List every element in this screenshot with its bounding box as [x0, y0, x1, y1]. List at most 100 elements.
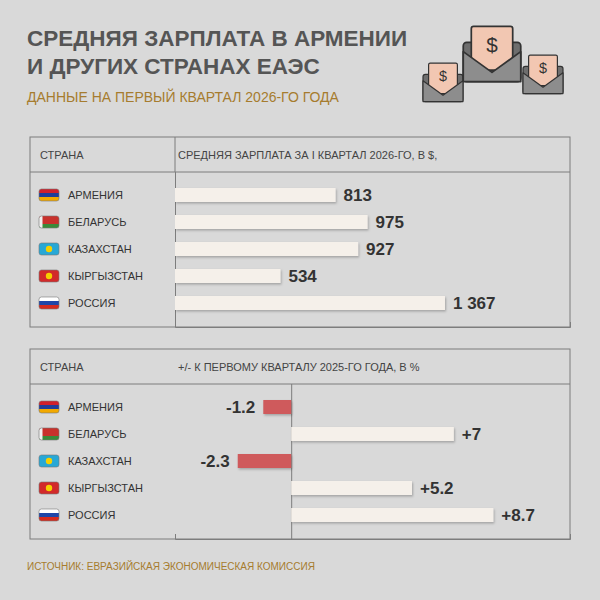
- x-axis-line: [176, 534, 571, 540]
- flag-stripe: [39, 409, 59, 413]
- flag-strip: [39, 216, 43, 228]
- bars: [238, 400, 494, 522]
- flag-icon: [39, 297, 59, 309]
- column-head: СТРАНА: [40, 149, 84, 161]
- flag-stripe: [39, 401, 59, 405]
- flag-border: [39, 189, 59, 201]
- flag-field: [39, 455, 59, 467]
- flag-stripe: [39, 297, 59, 301]
- category-labels: АРМЕНИЯБЕЛАРУСЬКАЗАХСТАНКЫРГЫЗСТАНРОССИЯ: [39, 189, 143, 309]
- flag-stripe: [39, 189, 59, 193]
- category-label: КЫРГЫЗСТАН: [68, 270, 143, 282]
- icon-symbol: $: [539, 60, 547, 76]
- flag-body: [39, 455, 59, 467]
- envelope-icon: $: [523, 55, 563, 93]
- bar: [175, 242, 358, 256]
- panel-frame: [30, 349, 570, 539]
- flag-border: [39, 482, 59, 494]
- flag-border: [39, 455, 59, 467]
- flag-body: [39, 509, 59, 521]
- flag-body: [39, 270, 59, 282]
- flag-icon: [39, 509, 59, 521]
- title-line: И ДРУГИХ СТРАНАХ ЕАЭС: [27, 54, 320, 79]
- bars: [175, 188, 445, 310]
- bar: [238, 454, 291, 468]
- bar: [291, 427, 454, 441]
- column-head: СТРАНА: [40, 361, 84, 373]
- data-label: +5.2: [420, 479, 454, 498]
- flag-body: [39, 297, 59, 309]
- bar: [175, 296, 445, 310]
- x-axis-line: [176, 322, 571, 328]
- data-label: -2.3: [200, 452, 229, 471]
- flag-sun: [46, 246, 52, 252]
- category-label: АРМЕНИЯ: [68, 401, 123, 413]
- flag-sun: [46, 273, 52, 279]
- header-divider: [175, 137, 176, 172]
- bar: [291, 508, 493, 522]
- flag-stripe: [39, 197, 59, 201]
- flag-icon: [39, 216, 59, 228]
- flag-icon: [39, 428, 59, 440]
- background: [0, 0, 600, 600]
- bar: [175, 269, 280, 283]
- data-label: 975: [376, 213, 404, 232]
- data-label: 927: [366, 240, 394, 259]
- category-label: РОССИЯ: [68, 509, 115, 521]
- bar: [175, 215, 368, 229]
- icon-symbol: $: [486, 33, 498, 56]
- envelope-icon: $: [423, 63, 463, 101]
- header-separator: [30, 384, 570, 385]
- icon-symbol: $: [439, 68, 447, 84]
- x-axis: [176, 384, 571, 540]
- flag-body: [39, 482, 59, 494]
- title: СРЕДНЯЯ ЗАРПЛАТА В АРМЕНИИ И ДРУГИХ СТРАН…: [27, 26, 407, 79]
- chart-panel: СТРАНА+/- К ПЕРВОМУ КВАРТАЛУ 2025-ГО ГОД…: [30, 349, 571, 540]
- data-label: -1.2: [226, 398, 255, 417]
- data-label: 813: [344, 186, 372, 205]
- envelope-front: [423, 81, 463, 102]
- category-label: РОССИЯ: [68, 297, 115, 309]
- envelope-front: [463, 52, 521, 82]
- flag-stripe: [39, 405, 59, 409]
- subtitle: ДАННЫЕ НА ПЕРВЫЙ КВАРТАЛ 2026-ГО ГОДА: [27, 88, 340, 105]
- flag-body: [39, 428, 59, 440]
- flag-stripe: [39, 517, 59, 521]
- panel-frame: [30, 137, 570, 327]
- flag-field: [39, 270, 59, 282]
- flag-body: [39, 189, 59, 201]
- flag-icon: [39, 189, 59, 201]
- flag-icon: [39, 482, 59, 494]
- flag-border: [39, 509, 59, 521]
- category-label: БЕЛАРУСЬ: [68, 428, 126, 440]
- envelope-front: [523, 73, 563, 94]
- flag-stripe: [39, 513, 59, 517]
- title-line: СРЕДНЯЯ ЗАРПЛАТА В АРМЕНИИ: [27, 26, 407, 51]
- flag-border: [39, 216, 59, 228]
- category-label: БЕЛАРУСЬ: [68, 216, 126, 228]
- data-label: 534: [288, 267, 317, 286]
- envelope-icon: $: [463, 26, 521, 81]
- header-separator: [30, 172, 570, 173]
- flag-stripe: [39, 509, 59, 513]
- flag-body: [39, 401, 59, 413]
- infographic: СРЕДНЯЯ ЗАРПЛАТА В АРМЕНИИ И ДРУГИХ СТРАН…: [0, 0, 600, 600]
- flag-icon: [39, 455, 59, 467]
- flag-border: [39, 401, 59, 413]
- chart-title: СРЕДНЯЯ ЗАРПЛАТА ЗА I КВАРТАЛ 2026-ГО, В…: [178, 149, 437, 161]
- flag-sun: [46, 485, 52, 491]
- flag-stripe: [39, 301, 59, 305]
- flag-stripe: [39, 193, 59, 197]
- category-label: КЫРГЫЗСТАН: [68, 482, 143, 494]
- flag-sun: [46, 458, 52, 464]
- category-label: АРМЕНИЯ: [68, 189, 123, 201]
- flag-border: [39, 270, 59, 282]
- flag-body: [39, 243, 59, 255]
- flag-stripe: [39, 305, 59, 309]
- data-label: +7: [462, 425, 481, 444]
- data-labels: -1.2+7-2.3+5.2+8.7: [200, 398, 534, 525]
- flag-border: [39, 243, 59, 255]
- flag-field: [39, 243, 59, 255]
- x-axis: [176, 172, 571, 328]
- flag-strip: [39, 428, 43, 440]
